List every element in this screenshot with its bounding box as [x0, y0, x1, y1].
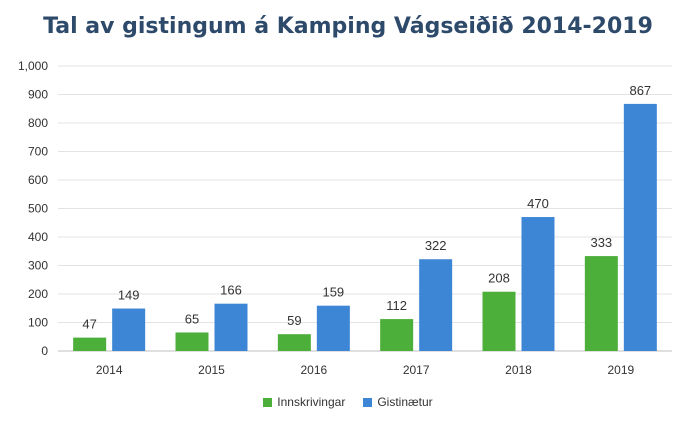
- data-label: 59: [287, 313, 301, 328]
- bar-innskrivingar-2017: [380, 319, 414, 351]
- y-tick-label: 300: [28, 259, 48, 273]
- y-tick-label: 600: [28, 173, 48, 187]
- legend-swatch-green: [263, 397, 273, 407]
- y-tick-label: 200: [28, 287, 48, 301]
- x-tick-label: 2019: [607, 363, 634, 377]
- bar-innskrivingar-2014: [73, 337, 107, 351]
- data-label: 166: [220, 283, 242, 298]
- x-tick-label: 2017: [403, 363, 430, 377]
- bar-gistinætur-2017: [419, 259, 453, 351]
- legend-item-gistinaetur: Gistinætur: [363, 395, 433, 409]
- y-tick-label: 0: [41, 344, 48, 358]
- data-label: 47: [82, 317, 96, 332]
- data-label: 159: [322, 285, 344, 300]
- bar-innskrivingar-2016: [277, 334, 311, 351]
- data-label: 65: [185, 311, 199, 326]
- x-tick-label: 2015: [198, 363, 225, 377]
- data-label: 112: [386, 298, 407, 313]
- y-tick-label: 500: [28, 202, 48, 216]
- legend-item-innskrivingar: Innskrivingar: [263, 395, 345, 409]
- chart-title: Tal av gistingum á Kamping Vágseiðið 201…: [43, 14, 653, 39]
- bar-innskrivingar-2019: [584, 256, 618, 351]
- bar-gistinætur-2016: [316, 305, 350, 351]
- bar-gistinætur-2015: [214, 303, 248, 351]
- legend-label: Gistinætur: [377, 395, 433, 409]
- y-tick-label: 100: [28, 316, 48, 330]
- legend-label: Innskrivingar: [277, 395, 346, 409]
- data-label: 322: [425, 238, 447, 253]
- y-tick-label: 900: [28, 88, 48, 102]
- x-tick-label: 2016: [300, 363, 327, 377]
- x-tick-label: 2014: [96, 363, 123, 377]
- y-tick-label: 400: [28, 230, 48, 244]
- y-tick-label: 1,000: [18, 59, 48, 73]
- y-tick-label: 700: [28, 145, 48, 159]
- data-label: 867: [629, 83, 651, 98]
- x-tick-label: 2018: [505, 363, 532, 377]
- y-tick-label: 800: [28, 116, 48, 130]
- legend: Innskrivingar Gistinætur: [0, 395, 696, 409]
- data-label: 333: [590, 235, 612, 250]
- bar-innskrivingar-2015: [175, 332, 209, 351]
- bar-gistinætur-2018: [521, 217, 555, 351]
- bar-gistinætur-2019: [623, 103, 657, 351]
- data-label: 149: [118, 288, 140, 303]
- bar-gistinætur-2014: [112, 308, 146, 351]
- data-label: 470: [527, 196, 549, 211]
- legend-swatch-blue: [363, 397, 373, 407]
- bar-innskrivingar-2018: [482, 291, 516, 351]
- data-label: 208: [488, 271, 510, 286]
